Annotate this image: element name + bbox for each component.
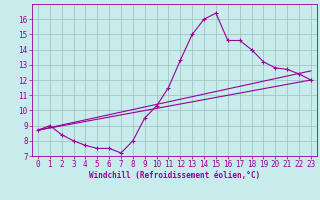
X-axis label: Windchill (Refroidissement éolien,°C): Windchill (Refroidissement éolien,°C) <box>89 171 260 180</box>
